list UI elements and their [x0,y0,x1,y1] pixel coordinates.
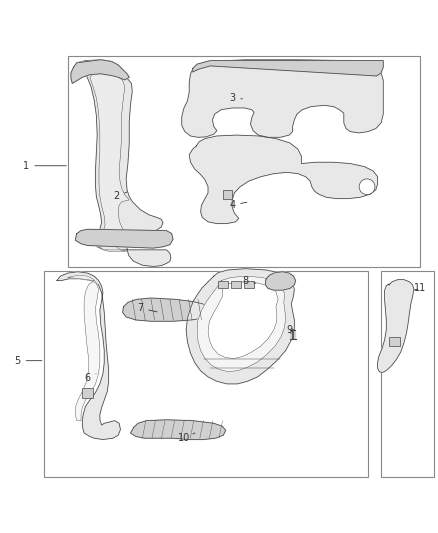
Text: 8: 8 [242,276,256,286]
Bar [218,281,228,288]
Polygon shape [90,63,129,251]
Text: 6: 6 [85,373,96,383]
Text: 10: 10 [178,433,195,443]
Polygon shape [378,280,414,373]
Bar [244,281,254,288]
Bar [231,281,241,288]
Text: 5: 5 [14,356,42,366]
Text: 7: 7 [137,303,157,313]
Polygon shape [77,60,171,266]
Polygon shape [57,272,120,440]
Polygon shape [265,272,296,290]
Text: 9: 9 [286,325,292,335]
Polygon shape [75,229,173,248]
Circle shape [359,179,375,195]
Bar [44,271,368,477]
Polygon shape [68,275,100,421]
Text: 3: 3 [229,93,243,103]
Polygon shape [123,298,209,321]
Polygon shape [189,135,378,223]
Polygon shape [71,60,129,84]
Text: 1: 1 [23,161,67,171]
Text: 4: 4 [229,200,247,210]
Text: 2: 2 [113,191,127,201]
Polygon shape [186,269,294,384]
Bar [82,388,93,398]
Text: 11: 11 [414,284,427,293]
Bar [68,56,420,266]
Polygon shape [290,331,295,338]
Bar [389,337,400,346]
Polygon shape [208,282,278,359]
Bar [381,271,434,477]
Polygon shape [193,61,383,76]
Polygon shape [131,420,226,440]
Polygon shape [197,276,286,372]
Bar [223,190,232,199]
Polygon shape [182,60,383,138]
